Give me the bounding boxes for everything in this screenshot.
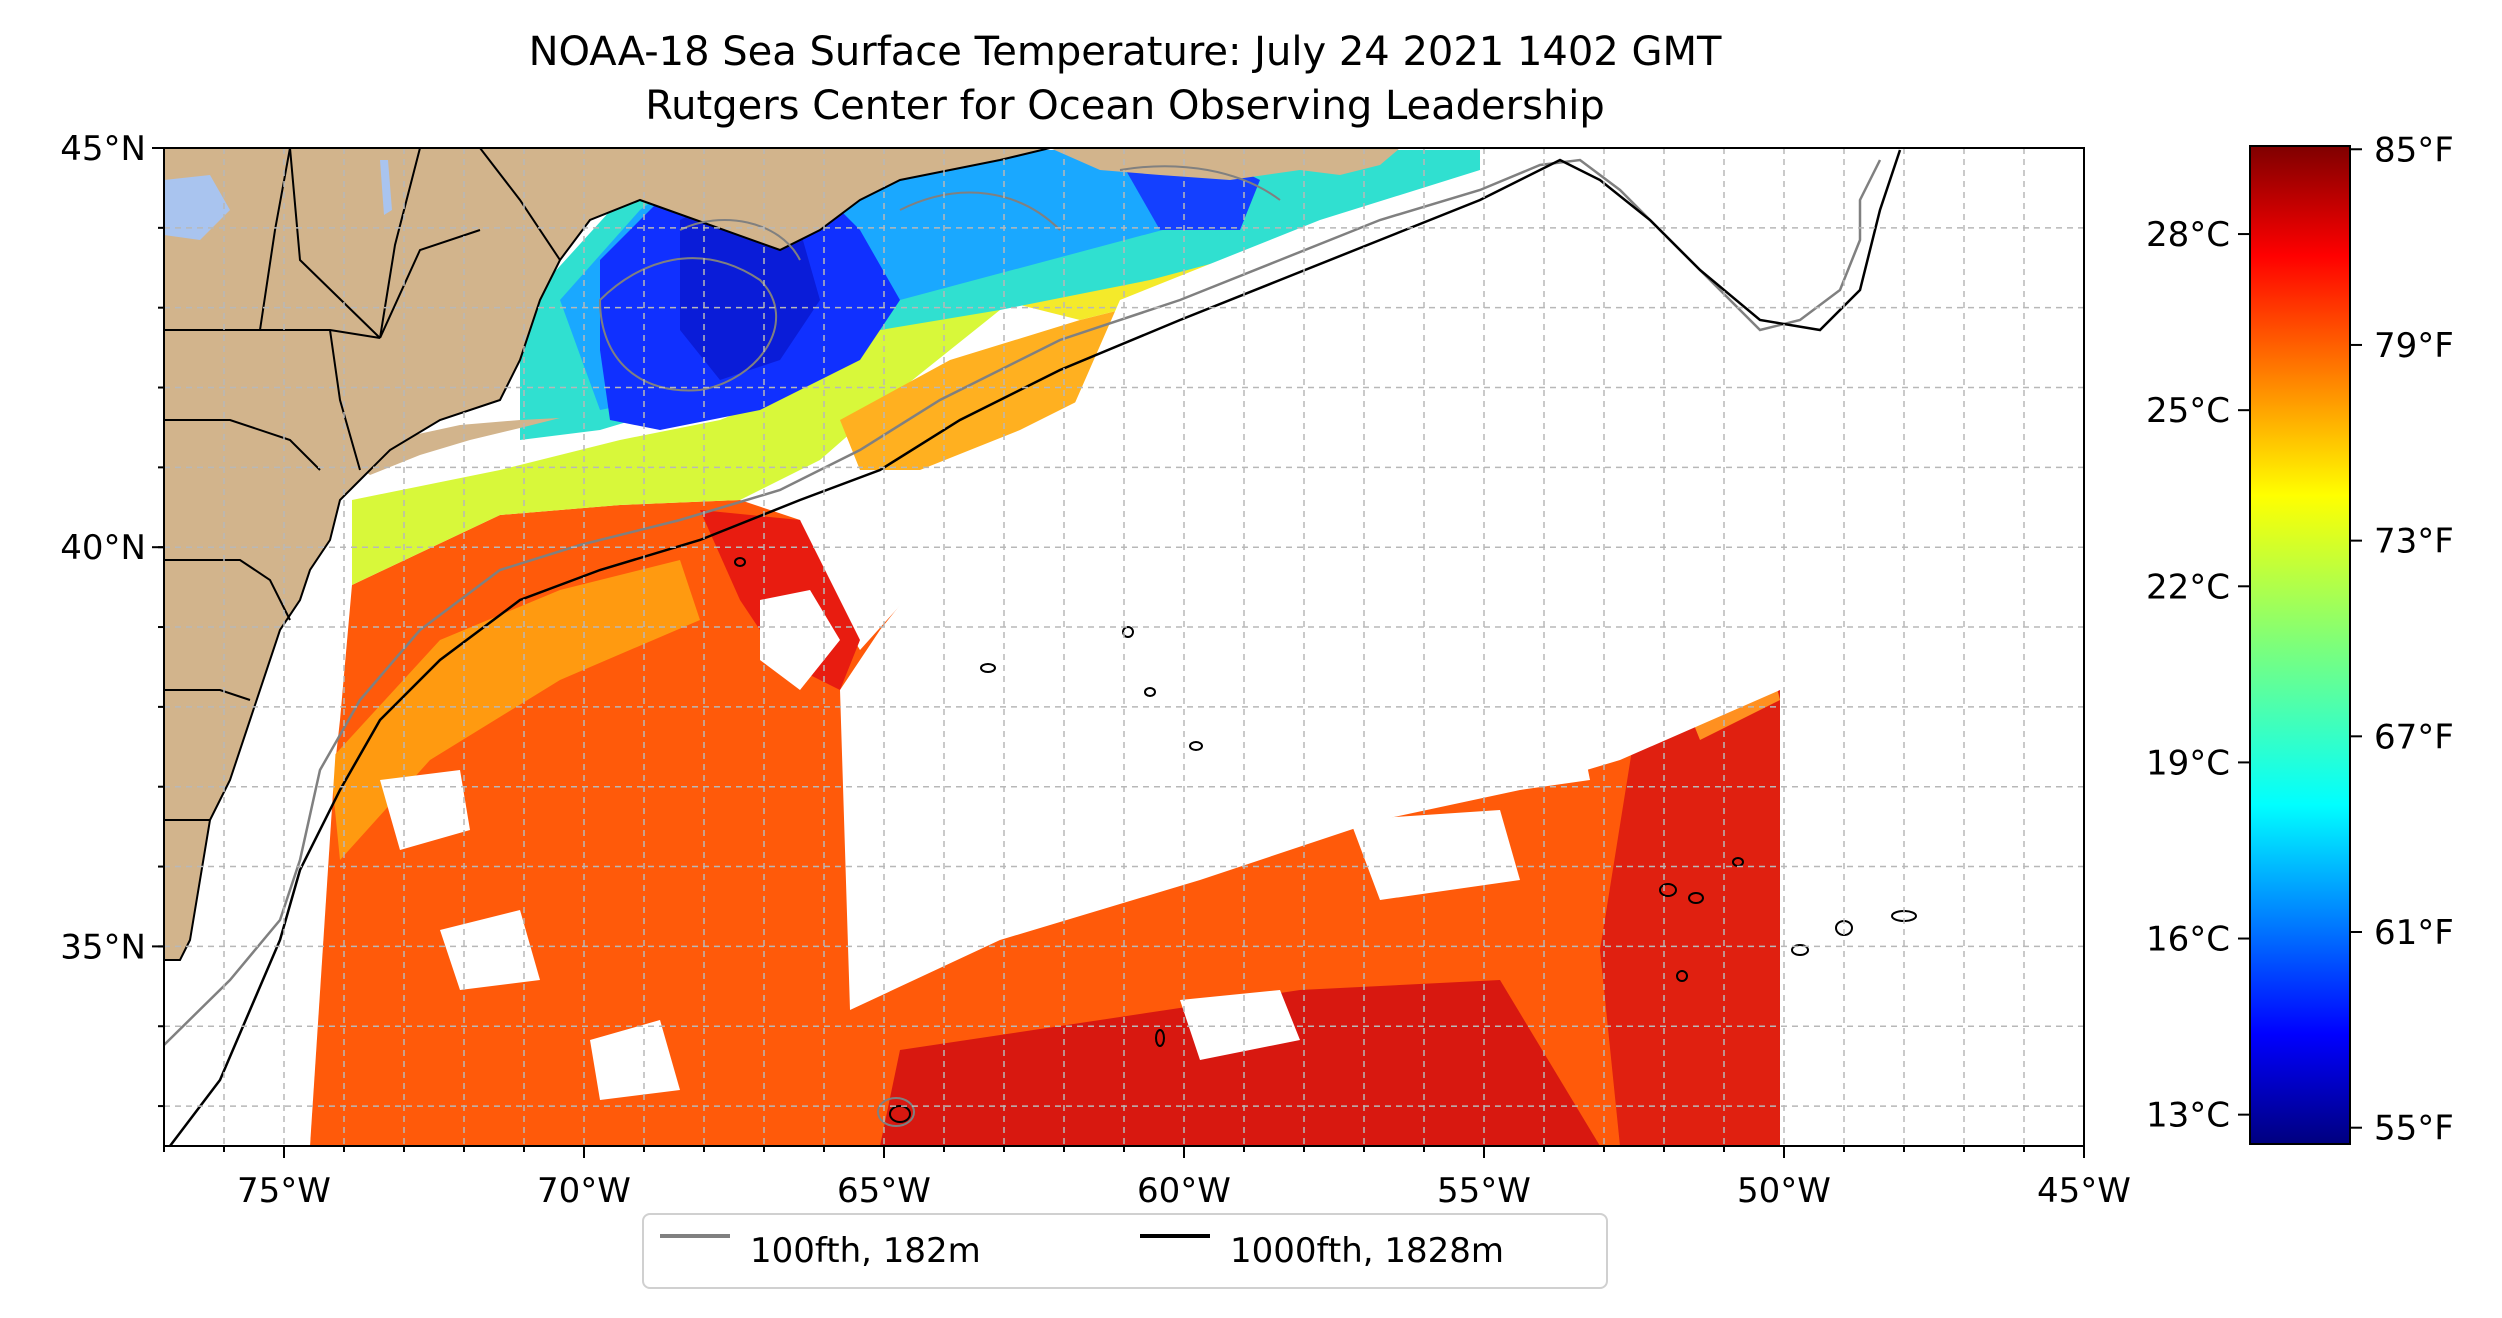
lon-tick-label: 75°W xyxy=(237,1171,331,1211)
celsius-tick-label: 16°C xyxy=(2146,920,2230,960)
legend-swatch-100fth xyxy=(660,1234,730,1238)
legend: 100fth, 182m 1000fth, 1828m xyxy=(642,1213,1608,1289)
cloud-gap xyxy=(1180,990,1300,1060)
lon-tick-label: 55°W xyxy=(1437,1171,1531,1211)
lake xyxy=(164,175,230,240)
fahrenheit-tick-label: 61°F xyxy=(2374,913,2454,953)
state-borders xyxy=(164,148,561,821)
lake xyxy=(380,160,392,215)
celsius-tick-label: 28°C xyxy=(2146,215,2230,255)
celsius-tick-label: 13°C xyxy=(2146,1096,2230,1136)
colorbar-celsius-axis: 13°C 16°C 19°C 22°C 25°C 28°C xyxy=(2146,215,2250,1136)
celsius-tick-label: 19°C xyxy=(2146,743,2230,783)
lon-tick-label: 45°W xyxy=(2037,1171,2131,1211)
sst-shelf-water xyxy=(352,300,1000,585)
isobath-100fth xyxy=(164,158,1882,1046)
no-data-east xyxy=(1783,148,2084,1146)
fahrenheit-tick-label: 55°F xyxy=(2374,1109,2454,1149)
lon-tick-label: 50°W xyxy=(1737,1171,1831,1211)
cloud-gap xyxy=(1350,810,1520,900)
colorbar-fahrenheit-axis: 55°F 61°F 67°F 73°F 79°F 85°F xyxy=(2350,130,2454,1149)
fahrenheit-tick-label: 73°F xyxy=(2374,522,2454,562)
sst-orange-band xyxy=(330,560,700,860)
cloud-gap xyxy=(380,770,470,850)
lat-tick-label: 35°N xyxy=(60,927,146,967)
colorbar xyxy=(2249,145,2351,1145)
land-north-america xyxy=(164,148,1050,960)
cloud-gap xyxy=(440,910,540,990)
fahrenheit-tick-label: 85°F xyxy=(2374,130,2454,170)
legend-label-1000fth: 1000fth, 1828m xyxy=(1230,1231,1505,1271)
coastline xyxy=(164,148,1051,961)
seamounts xyxy=(734,557,1917,1127)
figure-title: NOAA-18 Sea Surface Temperature: July 24… xyxy=(528,29,1722,75)
lat-tick-label: 45°N xyxy=(60,129,146,169)
longitude-axis: 75°W 70°W 65°W 60°W 55°W 50°W 45°W xyxy=(163,1146,2131,1211)
lon-tick-label: 65°W xyxy=(837,1171,931,1211)
fahrenheit-tick-label: 67°F xyxy=(2374,717,2454,757)
celsius-tick-label: 22°C xyxy=(2146,567,2230,607)
sst-hot-patch xyxy=(880,980,1600,1146)
fahrenheit-tick-label: 79°F xyxy=(2374,326,2454,366)
basin-contours xyxy=(598,165,1281,392)
legend-swatch-1000fth xyxy=(1140,1234,1210,1238)
figure-subtitle: Rutgers Center for Ocean Observing Leade… xyxy=(645,83,1605,129)
lon-tick-label: 60°W xyxy=(1137,1171,1231,1211)
latitude-axis: 35°N 40°N 45°N xyxy=(60,129,164,1108)
lon-tick-label: 70°W xyxy=(537,1171,631,1211)
legend-label-100fth: 100fth, 182m xyxy=(750,1231,981,1271)
land-long-island xyxy=(350,418,560,475)
cloud-gap xyxy=(590,1020,680,1100)
land-maritimes xyxy=(1050,148,1400,180)
isobath-1000fth xyxy=(169,149,1902,1146)
celsius-tick-label: 25°C xyxy=(2146,391,2230,431)
lat-tick-label: 40°N xyxy=(60,528,146,568)
no-data-wedge xyxy=(840,150,1780,1010)
cloud-gap xyxy=(760,590,840,690)
